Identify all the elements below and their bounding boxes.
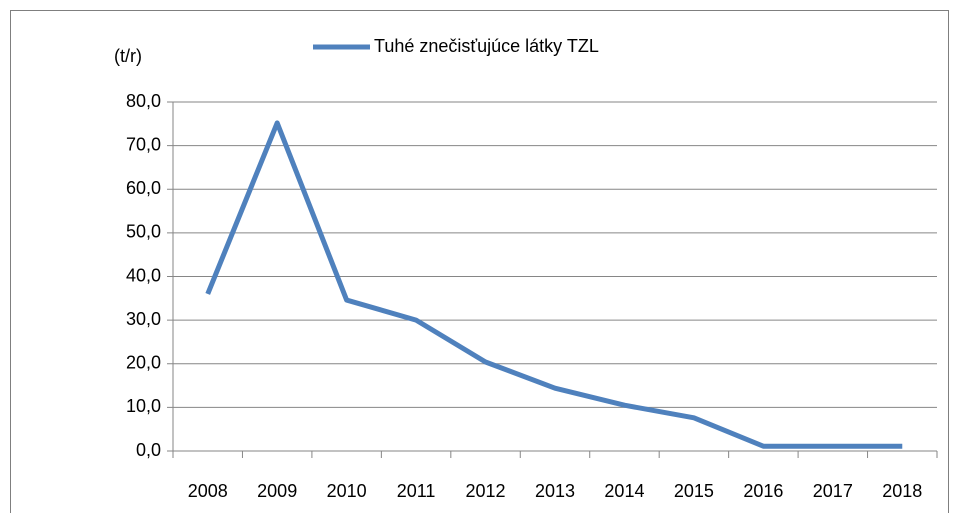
x-tick-label: 2010 [327, 481, 367, 501]
x-tick-label: 2012 [466, 481, 506, 501]
x-tick-label: 2018 [882, 481, 922, 501]
chart-border [10, 10, 949, 513]
x-tick-label: 2017 [813, 481, 853, 501]
x-tick-label: 2015 [674, 481, 714, 501]
x-tick-label: 2014 [604, 481, 644, 501]
legend-label: Tuhé znečisťujúce látky TZL [374, 36, 599, 56]
x-tick-label: 2013 [535, 481, 575, 501]
x-tick-label: 2011 [397, 481, 436, 501]
data-line [205, 120, 903, 449]
y-tick-label: 80,0 [126, 91, 161, 111]
y-tick-label: 30,0 [126, 309, 161, 329]
y-axis-label: (t/r) [114, 46, 142, 66]
y-tick-label: 70,0 [126, 134, 161, 154]
y-tick-label: 10,0 [126, 396, 161, 416]
y-tick-label: 60,0 [126, 178, 161, 198]
y-tick-label: 40,0 [126, 265, 161, 285]
y-tick-label: 20,0 [126, 353, 161, 373]
x-tick-label: 2009 [257, 481, 297, 501]
x-tick-label: 2016 [743, 481, 783, 501]
y-tick-label: 50,0 [126, 222, 161, 242]
x-tick-label: 2008 [188, 481, 228, 501]
y-tick-label: 0,0 [136, 440, 161, 460]
